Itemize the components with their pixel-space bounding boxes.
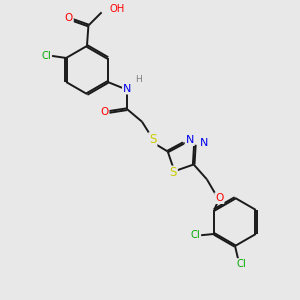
Text: O: O (215, 193, 224, 203)
Text: S: S (149, 133, 157, 146)
Text: H: H (135, 75, 142, 84)
Text: Cl: Cl (236, 259, 246, 269)
Text: N: N (200, 138, 208, 148)
Text: N: N (123, 84, 131, 94)
Text: Cl: Cl (190, 230, 200, 240)
Text: Cl: Cl (41, 51, 51, 61)
Text: O: O (65, 14, 73, 23)
Text: N: N (186, 135, 194, 145)
Text: OH: OH (110, 4, 125, 14)
Text: O: O (100, 107, 109, 117)
Text: S: S (169, 167, 177, 179)
